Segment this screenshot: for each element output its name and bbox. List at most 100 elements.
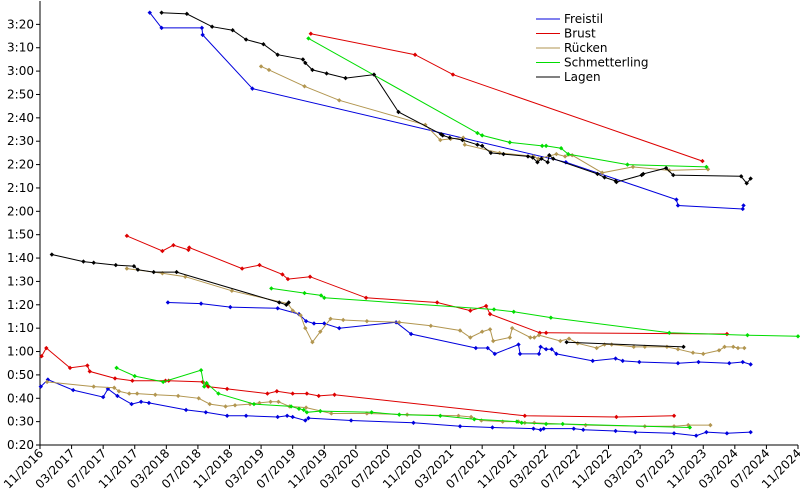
data-point bbox=[280, 272, 285, 277]
data-point bbox=[284, 413, 290, 418]
data-point bbox=[517, 351, 523, 357]
data-point bbox=[795, 334, 800, 339]
data-point bbox=[303, 325, 308, 331]
data-point bbox=[276, 399, 281, 404]
data-point bbox=[675, 203, 681, 208]
data-point bbox=[230, 28, 235, 33]
data-point bbox=[138, 399, 144, 404]
data-point bbox=[708, 422, 713, 428]
data-point bbox=[243, 413, 249, 418]
data-point bbox=[324, 71, 329, 76]
data-point bbox=[487, 311, 493, 317]
data-point bbox=[269, 286, 274, 291]
y-tick-label: 2:40 bbox=[7, 111, 34, 125]
data-point bbox=[232, 403, 238, 408]
data-point bbox=[687, 425, 693, 430]
data-point bbox=[203, 410, 209, 415]
data-point bbox=[701, 351, 706, 357]
data-point bbox=[551, 156, 556, 161]
data-point bbox=[261, 42, 266, 47]
data-point bbox=[132, 373, 137, 379]
data-point bbox=[457, 424, 463, 429]
data-point bbox=[302, 84, 307, 89]
series-line-lagen bbox=[161, 12, 751, 185]
data-point bbox=[348, 418, 354, 423]
data-point bbox=[613, 428, 618, 434]
legend-label: Rücken bbox=[564, 41, 608, 55]
y-tick-label: 3:20 bbox=[7, 17, 34, 31]
data-point bbox=[304, 391, 310, 396]
y-tick-label: 2:50 bbox=[7, 87, 34, 101]
data-point bbox=[116, 389, 122, 394]
data-point bbox=[129, 401, 134, 407]
data-point bbox=[461, 135, 466, 140]
legend-label: Freistil bbox=[564, 12, 603, 26]
data-point bbox=[341, 317, 346, 323]
data-point bbox=[599, 170, 605, 175]
data-point bbox=[209, 24, 215, 29]
data-point bbox=[85, 363, 90, 368]
data-point bbox=[38, 384, 43, 389]
data-point bbox=[198, 368, 204, 373]
data-point bbox=[554, 351, 559, 357]
data-point bbox=[171, 243, 176, 248]
data-point bbox=[127, 391, 132, 396]
series-line-brust bbox=[126, 235, 727, 335]
data-point bbox=[530, 155, 535, 160]
data-point bbox=[450, 72, 456, 77]
data-point bbox=[268, 399, 273, 404]
data-point bbox=[328, 316, 333, 322]
data-point bbox=[274, 389, 280, 394]
data-point bbox=[562, 154, 568, 159]
data-point bbox=[536, 332, 542, 338]
data-point bbox=[412, 52, 418, 57]
data-point bbox=[742, 345, 747, 351]
data-point bbox=[318, 329, 323, 334]
data-point bbox=[696, 359, 701, 365]
data-point bbox=[160, 379, 166, 385]
data-point bbox=[514, 419, 520, 424]
data-point bbox=[727, 361, 732, 366]
data-point bbox=[667, 168, 672, 173]
data-point bbox=[243, 37, 249, 42]
data-point bbox=[200, 32, 205, 38]
data-point bbox=[543, 330, 549, 336]
data-point bbox=[151, 269, 156, 275]
data-point bbox=[507, 140, 513, 145]
data-point bbox=[639, 172, 644, 178]
data-point bbox=[423, 122, 428, 128]
data-point bbox=[575, 341, 580, 346]
data-point bbox=[298, 313, 303, 318]
data-point bbox=[251, 401, 257, 407]
data-point bbox=[343, 75, 348, 81]
data-point bbox=[473, 345, 479, 351]
data-point bbox=[174, 269, 179, 275]
data-point bbox=[284, 302, 289, 307]
data-point bbox=[187, 245, 192, 250]
data-point bbox=[566, 151, 571, 157]
data-point bbox=[543, 421, 549, 427]
data-point bbox=[545, 160, 550, 165]
data-point bbox=[275, 306, 280, 311]
data-point bbox=[620, 358, 625, 364]
data-point bbox=[91, 384, 96, 389]
data-point bbox=[468, 308, 473, 313]
data-point bbox=[536, 351, 542, 357]
data-point bbox=[456, 413, 461, 418]
data-point bbox=[306, 36, 311, 41]
data-point bbox=[547, 153, 552, 158]
data-point bbox=[528, 335, 533, 340]
data-point bbox=[671, 413, 677, 418]
data-point bbox=[184, 11, 190, 17]
y-tick-label: 0:30 bbox=[7, 415, 34, 429]
data-point bbox=[229, 288, 235, 293]
data-point bbox=[438, 413, 443, 418]
data-point bbox=[735, 345, 741, 351]
series-brust bbox=[39, 31, 730, 420]
data-point bbox=[275, 414, 280, 420]
plot-background bbox=[40, 1, 799, 445]
data-point bbox=[39, 354, 44, 359]
data-point bbox=[631, 344, 636, 350]
data-point bbox=[700, 158, 705, 164]
